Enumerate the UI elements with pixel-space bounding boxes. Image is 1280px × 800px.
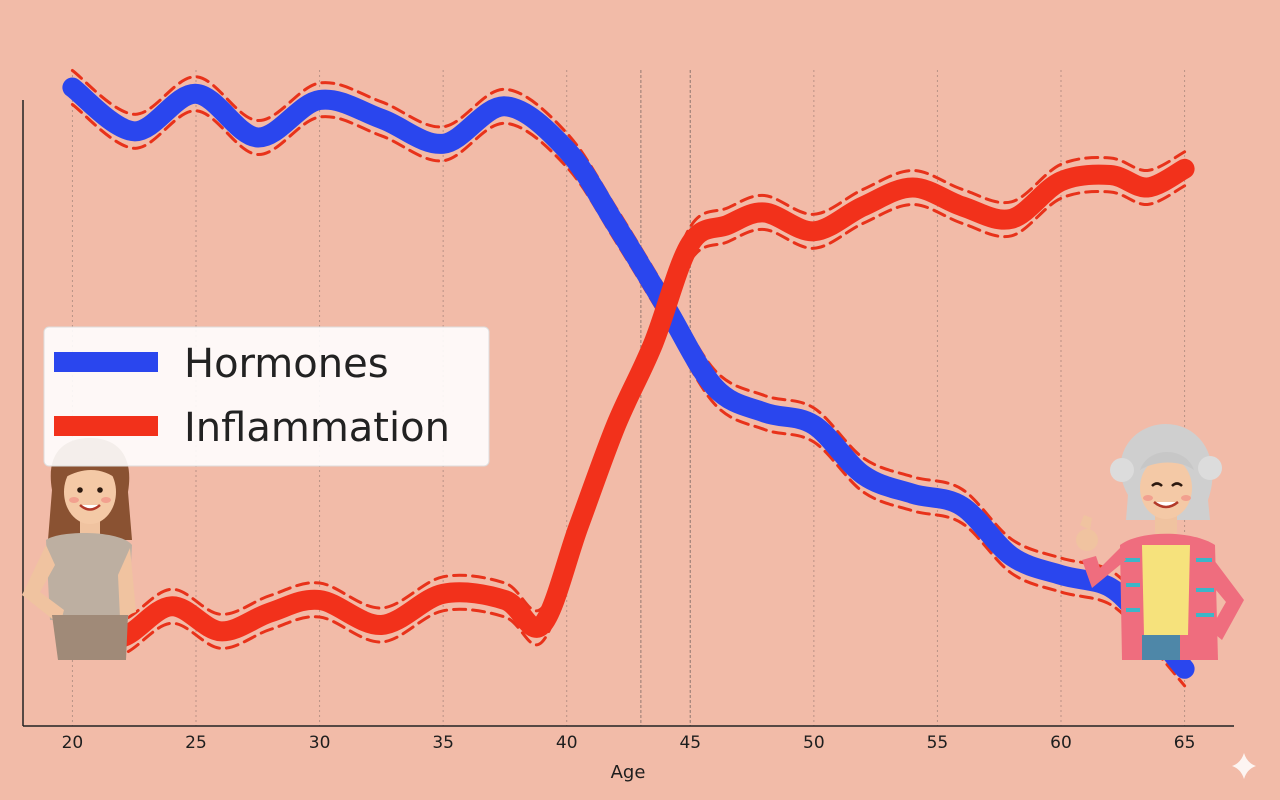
x-axis-title: Age	[611, 762, 646, 783]
x-tick-label: 65	[1174, 733, 1196, 753]
sparkle-icon	[1232, 753, 1256, 779]
series-inflammation	[62, 150, 1195, 659]
legend-label-inflammation: Inflammation	[184, 405, 450, 451]
x-tick-label: 45	[679, 733, 701, 753]
line-inflammation	[62, 158, 1195, 650]
x-tick-label: 50	[803, 733, 825, 753]
x-tick-label: 55	[927, 733, 949, 753]
x-tick-label: 60	[1050, 733, 1072, 753]
x-tick-label: 35	[432, 733, 454, 753]
x-tick-label: 30	[309, 733, 331, 753]
x-tick-labels: 20 25 30 35 40 45 50 55 60 65	[62, 733, 1196, 753]
x-tick-label: 40	[556, 733, 578, 753]
x-tick-label: 20	[62, 733, 84, 753]
axes	[22, 100, 1234, 727]
x-tick-label: 25	[185, 733, 207, 753]
legend-label-hormones: Hormones	[184, 341, 389, 387]
young-woman-illustration	[22, 438, 136, 660]
older-woman-illustration	[1076, 424, 1244, 660]
legend: Hormones Inflammation	[43, 326, 490, 467]
series-lines	[62, 69, 1195, 688]
